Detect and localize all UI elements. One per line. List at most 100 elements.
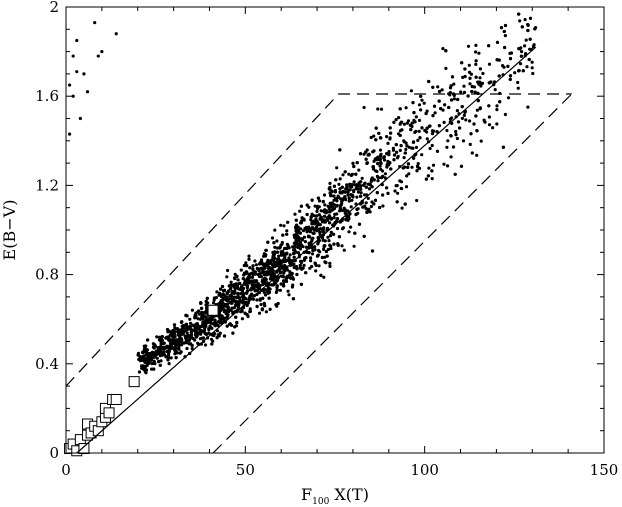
scatter-point: [342, 248, 346, 252]
scatter-point: [229, 294, 233, 298]
scatter-point: [338, 177, 342, 181]
scatter-point: [334, 178, 338, 182]
scatter-point: [253, 270, 257, 274]
scatter-point: [241, 277, 245, 281]
outlier-point: [78, 116, 82, 121]
scatter-point: [348, 212, 352, 216]
scatter-point: [152, 367, 156, 371]
scatter-point: [366, 209, 370, 213]
scatter-point: [399, 144, 403, 148]
scatter-point: [218, 317, 222, 322]
scatter-point: [295, 272, 299, 277]
scatter-point: [238, 298, 242, 302]
scatter-point: [495, 108, 499, 112]
scatter-point: [242, 293, 246, 297]
scatter-point: [329, 204, 333, 209]
scatter-point: [275, 239, 279, 243]
scatter-point: [322, 244, 326, 249]
scatter-point: [287, 293, 291, 297]
scatter-point: [519, 54, 524, 58]
scatter-point: [388, 126, 392, 130]
scatter-point: [372, 202, 376, 206]
scatter-point: [427, 124, 431, 128]
scatter-point: [422, 101, 426, 105]
scatter-point: [370, 249, 375, 253]
scatter-point: [335, 217, 340, 221]
scatter-point: [249, 288, 253, 292]
scatter-point: [498, 100, 502, 104]
scatter-point: [220, 306, 224, 310]
scatter-point: [254, 263, 258, 267]
scatter-point: [435, 149, 440, 153]
scatter-point: [310, 246, 314, 250]
scatter-point: [235, 295, 239, 300]
scatter-point: [462, 113, 466, 117]
scatter-point: [226, 290, 230, 294]
scatter-point: [219, 287, 223, 291]
scatter-point: [310, 226, 315, 230]
scatter-point: [208, 317, 212, 321]
scatter-point: [137, 370, 142, 374]
scatter-point: [268, 272, 272, 276]
scatter-point: [309, 218, 313, 222]
outlier-point: [96, 54, 100, 58]
square-marker: [110, 393, 122, 405]
scatter-point: [501, 64, 505, 68]
scatter-point: [188, 321, 193, 325]
scatter-point: [189, 335, 193, 339]
scatter-point: [402, 156, 406, 160]
scatter-point: [517, 69, 521, 73]
scatter-point: [335, 226, 340, 231]
scatter-point: [291, 297, 295, 301]
scatter-point: [221, 292, 225, 296]
scatter-point: [476, 80, 480, 84]
scatter-point: [200, 323, 205, 327]
scatter-point: [458, 126, 462, 130]
scatter-point: [285, 268, 290, 272]
scatter-point: [233, 272, 237, 276]
scatter-point: [272, 241, 276, 245]
scatter-point: [262, 290, 266, 295]
scatter-point: [215, 336, 219, 340]
scatter-point: [335, 203, 339, 208]
scatter-point: [256, 282, 260, 287]
scatter-point: [419, 108, 423, 112]
scatter-point: [319, 209, 323, 213]
scatter-point: [268, 307, 272, 311]
scatter-point: [328, 261, 332, 265]
scatter-point: [325, 216, 330, 220]
scatter-point: [183, 334, 187, 338]
scatter-point: [272, 260, 276, 264]
scatter-point: [263, 262, 267, 266]
scatter-point: [449, 155, 453, 159]
scatter-point: [279, 282, 283, 286]
scatter-point: [487, 123, 492, 127]
scatter-point: [404, 147, 408, 151]
scatter-point: [516, 80, 520, 85]
scatter-point: [349, 173, 353, 178]
scatter-point: [487, 81, 491, 85]
scatter-point: [230, 306, 234, 310]
scatter-point: [194, 311, 198, 315]
scatter-point: [362, 234, 366, 238]
scatter-point: [379, 136, 383, 140]
scatter-point: [239, 268, 243, 272]
scatter-point: [332, 203, 336, 207]
scatter-point: [487, 44, 491, 48]
scatter-point: [352, 244, 356, 248]
scatter-point: [329, 193, 333, 197]
scatter-point: [403, 151, 407, 155]
scatter-point: [487, 115, 491, 119]
scatter-point: [437, 99, 441, 103]
scatter-point: [321, 238, 325, 242]
scatter-point: [360, 176, 364, 180]
scatter-point: [242, 263, 246, 268]
scatter-point: [162, 341, 166, 345]
scatter-point: [310, 252, 315, 256]
scatter-point: [268, 287, 272, 291]
scatter-point: [442, 120, 446, 124]
scatter-point: [432, 104, 437, 108]
scatter-point: [358, 187, 362, 191]
scatter-point: [272, 272, 276, 276]
scatter-point: [239, 285, 243, 289]
